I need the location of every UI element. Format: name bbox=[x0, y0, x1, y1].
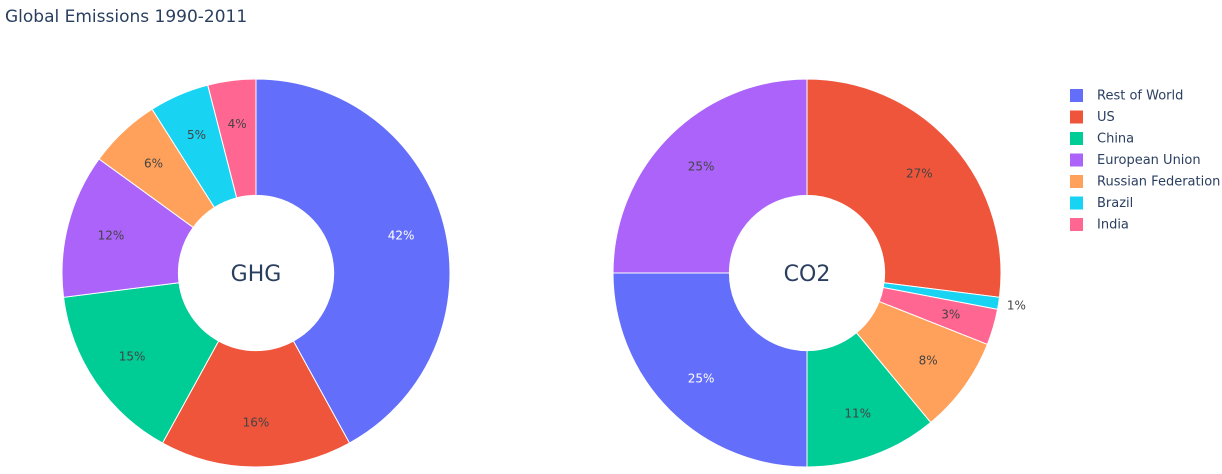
legend-item-rest-of-world[interactable]: Rest of World bbox=[1070, 89, 1183, 104]
slice-co2-us[interactable] bbox=[806, 78, 1002, 298]
slice-label-co2-russian-federation: 8% bbox=[919, 354, 938, 368]
slice-co2-rest-of-world[interactable] bbox=[612, 272, 808, 468]
slice-label-ghg-european-union: 12% bbox=[98, 228, 125, 242]
slice-label-co2-us: 27% bbox=[906, 167, 933, 181]
legend-swatch-russian-federation bbox=[1070, 175, 1083, 188]
slice-co2-european-union[interactable] bbox=[612, 78, 808, 274]
legend-label-european-union: European Union bbox=[1097, 153, 1201, 168]
legend-label-india: India bbox=[1097, 218, 1129, 233]
slice-label-ghg-russian-federation: 6% bbox=[144, 156, 163, 170]
slice-label-ghg-india: 4% bbox=[228, 117, 247, 131]
slice-ghg-us[interactable] bbox=[161, 340, 351, 468]
legend-label-rest-of-world: Rest of World bbox=[1097, 89, 1183, 104]
legend-swatch-european-union bbox=[1070, 153, 1083, 167]
legend-item-european-union[interactable]: European Union bbox=[1070, 153, 1201, 168]
legend-swatch-rest-of-world bbox=[1070, 89, 1083, 102]
slice-label-co2-brazil: 1% bbox=[1007, 298, 1026, 312]
center-label-co2: CO2 bbox=[784, 262, 831, 287]
slice-label-co2-india: 3% bbox=[941, 307, 960, 321]
legend-swatch-china bbox=[1070, 132, 1083, 145]
legend-swatch-india bbox=[1070, 218, 1083, 231]
slice-label-ghg-us: 16% bbox=[243, 415, 270, 429]
slice-label-co2-rest-of-world: 25% bbox=[688, 371, 715, 385]
legend-swatch-brazil bbox=[1070, 196, 1083, 210]
legend-item-us[interactable]: US bbox=[1070, 110, 1115, 125]
slice-ghg-european-union[interactable] bbox=[61, 158, 194, 298]
legend-swatch-us bbox=[1070, 110, 1083, 124]
chart-title: Global Emissions 1990-2011 bbox=[5, 7, 247, 27]
slice-ghg-rest-of-world[interactable] bbox=[255, 78, 451, 444]
pie-co2: 27% 1% 3% 8% 11% 25% 25% CO2 bbox=[612, 78, 1026, 468]
slice-label-ghg-brazil: 5% bbox=[187, 128, 206, 142]
legend: Rest of World US China European Union Russia… bbox=[1070, 89, 1220, 233]
pie-ghg: 42% 16% 15% 12% 6% 5% 4% GHG bbox=[61, 78, 451, 468]
center-label-ghg: GHG bbox=[231, 262, 282, 287]
slice-ghg-india[interactable] bbox=[207, 78, 257, 199]
legend-label-brazil: Brazil bbox=[1097, 196, 1133, 211]
slice-label-co2-european-union: 25% bbox=[688, 160, 715, 174]
legend-label-russian-federation: Russian Federation bbox=[1097, 175, 1220, 190]
legend-item-china[interactable]: China bbox=[1070, 132, 1134, 147]
legend-label-us: US bbox=[1097, 110, 1115, 125]
slice-label-ghg-china: 15% bbox=[119, 350, 146, 364]
legend-item-brazil[interactable]: Brazil bbox=[1070, 196, 1133, 211]
legend-label-china: China bbox=[1097, 132, 1134, 147]
legend-item-russian-federation[interactable]: Russian Federation bbox=[1070, 175, 1220, 190]
slice-label-co2-china: 11% bbox=[844, 406, 871, 420]
legend-item-india[interactable]: India bbox=[1070, 218, 1129, 233]
slice-label-ghg-rest-of-world: 42% bbox=[388, 228, 415, 242]
slice-ghg-china[interactable] bbox=[62, 282, 220, 444]
